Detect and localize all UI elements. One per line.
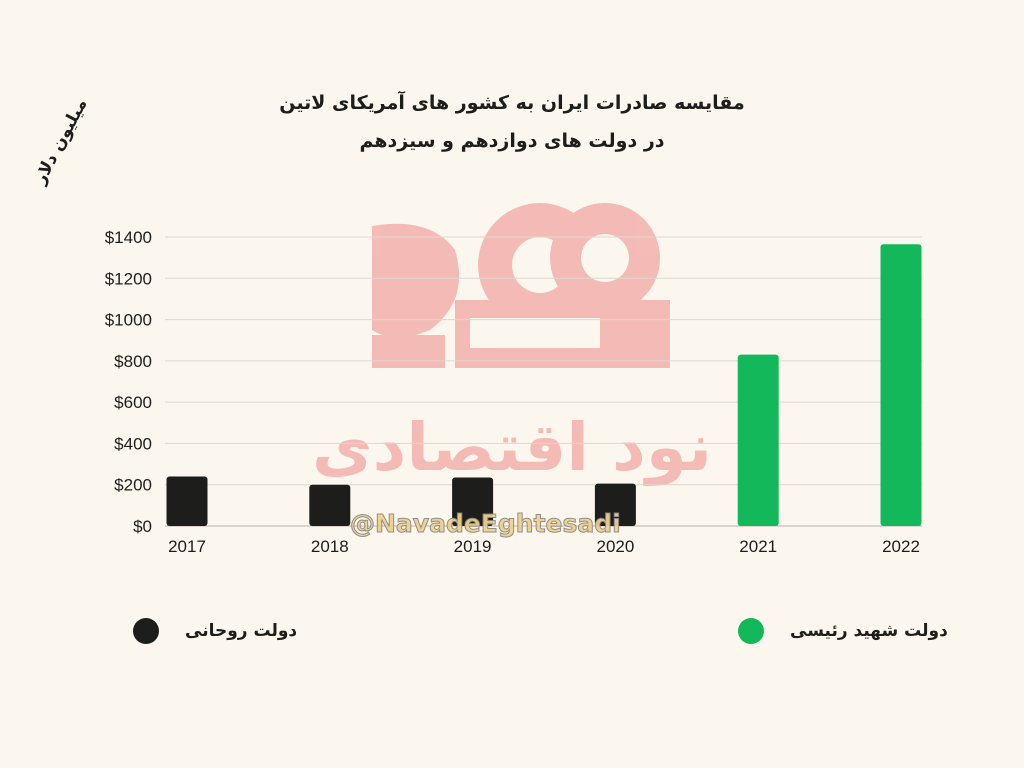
watermark-logo: نود اقتصادی — [312, 203, 712, 487]
legend-label-rouhani: دولت روحانی — [185, 621, 298, 641]
legend-label-raisi: دولت شهید رئیسی — [790, 621, 948, 641]
y-tick-label: $600 — [114, 393, 152, 412]
y-tick-label: $1000 — [105, 311, 152, 330]
y-tick-label: $200 — [114, 476, 152, 495]
x-tick-label-2020: 2020 — [596, 537, 634, 556]
bar-2019 — [452, 477, 494, 526]
y-tick-label: $1400 — [105, 228, 152, 247]
x-tick-label-2022: 2022 — [882, 537, 920, 556]
bar-2021 — [737, 354, 779, 526]
legend-dot-raisi — [738, 618, 764, 644]
x-tick-labels: 2017 2018 2019 2020 2021 2022 — [168, 537, 920, 556]
y-tick-label: $800 — [114, 352, 152, 371]
bar-2020 — [594, 483, 636, 526]
y-tick-label: $400 — [114, 434, 152, 453]
bars — [166, 244, 922, 526]
x-tick-label-2019: 2019 — [454, 537, 492, 556]
chart-title-line2: در دولت های دوازدهم و سیزدهم — [359, 130, 665, 152]
x-tick-label-2018: 2018 — [311, 537, 349, 556]
chart-title-line1: مقایسه صادرات ایران به کشور های آمریکای … — [279, 92, 745, 114]
y-tick-label: $0 — [133, 517, 152, 536]
bar-2017 — [166, 476, 208, 526]
watermark-handle: @NavadeEghtesadi — [350, 509, 622, 539]
watermark-logo-text: نود اقتصادی — [312, 409, 712, 487]
y-tick-label: $1200 — [105, 269, 152, 288]
grid-lines — [165, 236, 922, 527]
legend-dot-rouhani — [133, 618, 159, 644]
x-tick-label-2021: 2021 — [739, 537, 777, 556]
y-tick-labels: $0 $200 $400 $600 $800 $1000 $1200 $1400 — [105, 228, 152, 536]
x-tick-label-2017: 2017 — [168, 537, 206, 556]
bar-2018 — [309, 484, 351, 526]
legend-item-raisi: دولت شهید رئیسی — [738, 618, 948, 644]
legend-item-rouhani: دولت روحانی — [133, 618, 297, 644]
bar-2022 — [880, 244, 922, 526]
